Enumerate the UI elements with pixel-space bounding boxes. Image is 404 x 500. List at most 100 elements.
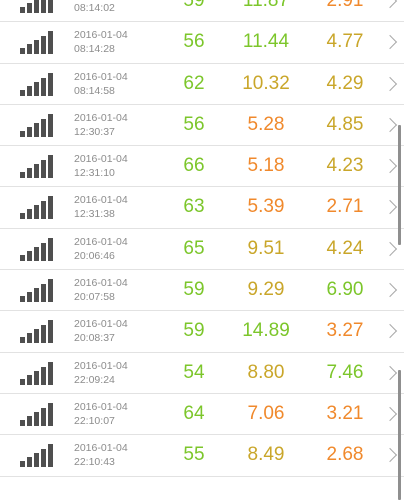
signal-bar: [41, 118, 46, 137]
timestamp: 2016-01-04 22:10:43: [74, 441, 128, 469]
signal-bar: [20, 213, 25, 220]
signal-bar: [41, 325, 46, 344]
chevron-right-icon[interactable]: [382, 0, 398, 9]
signal-bar: [27, 292, 32, 303]
signal-bar: [27, 126, 32, 137]
value-2: 8.49: [247, 444, 285, 466]
value-1: 54: [183, 361, 205, 383]
timestamp-date: 2016-01-04: [74, 442, 128, 455]
signal-bar: [27, 415, 32, 426]
timestamp-time: 08:14:28: [74, 43, 115, 56]
signal-bar: [20, 296, 25, 303]
signal-bar: [41, 160, 46, 179]
signal-bar: [41, 0, 46, 13]
timestamp-time: 20:08:37: [74, 332, 115, 345]
value-2: 5.18: [247, 155, 285, 177]
list-item[interactable]: 2016-01-04 12:31:38 63 5.39 2.71: [0, 187, 404, 229]
signal-bar: [41, 36, 46, 55]
list-item[interactable]: 2016-01-04 20:07:58 59 9.29 6.90: [0, 270, 404, 312]
value-2: 14.89: [242, 320, 290, 342]
signal-bar: [48, 31, 53, 55]
value-2: 11.87: [242, 0, 290, 11]
scrollbar-thumb-lower[interactable]: [398, 370, 401, 500]
signal-bar: [34, 329, 39, 344]
chevron-right-icon[interactable]: [382, 241, 398, 256]
signal-bar: [34, 205, 39, 220]
chevron-right-icon[interactable]: [382, 200, 398, 215]
scrollbar-thumb-upper[interactable]: [398, 125, 401, 245]
chevron-right-icon[interactable]: [382, 324, 398, 339]
signal-bar: [41, 242, 46, 261]
signal-bar: [48, 320, 53, 344]
timestamp: 2016-01-04 22:10:07: [74, 400, 128, 428]
signal-bar: [27, 333, 32, 344]
value-3: 4.85: [326, 113, 364, 135]
value-1: 56: [183, 113, 205, 135]
signal-bar: [20, 48, 25, 55]
chevron-right-icon[interactable]: [382, 35, 398, 50]
signal-bar: [34, 122, 39, 137]
timestamp-time: 08:14:58: [74, 84, 115, 97]
signal-bar: [48, 444, 53, 468]
timestamp: 2016-01-04 20:07:58: [74, 276, 128, 304]
signal-bar: [48, 237, 53, 261]
signal-bar: [34, 40, 39, 55]
signal-bar: [27, 209, 32, 220]
signal-strength-icon: [20, 237, 54, 261]
signal-bar: [27, 374, 32, 385]
signal-bar: [27, 250, 32, 261]
chevron-right-icon[interactable]: [382, 448, 398, 463]
signal-bar: [41, 449, 46, 468]
list-item[interactable]: 2016-01-04 08:14:58 62 10.32 4.29: [0, 64, 404, 105]
value-3: 7.46: [326, 361, 364, 383]
signal-strength-icon: [20, 154, 54, 179]
timestamp-date: 2016-01-04: [74, 359, 128, 372]
value-2: 8.80: [247, 361, 285, 383]
signal-bar: [20, 378, 25, 385]
chevron-right-icon[interactable]: [382, 365, 398, 380]
signal-bar: [41, 201, 46, 220]
value-1: 65: [183, 237, 205, 259]
timestamp-time: 22:10:07: [74, 414, 115, 427]
value-2: 5.28: [247, 113, 285, 135]
list-item[interactable]: 2016-01-04 22:10:43 55 8.49 2.68: [0, 435, 404, 477]
timestamp-date: 2016-01-04: [74, 400, 128, 413]
chevron-right-icon[interactable]: [382, 283, 398, 298]
timestamp-date: 2016-01-04: [74, 277, 128, 290]
value-3: 6.90: [326, 279, 364, 301]
chevron-right-icon[interactable]: [382, 406, 398, 422]
value-2: 5.39: [247, 196, 285, 218]
signal-strength-icon: [20, 402, 54, 426]
timestamp-date: 2016-01-04: [74, 235, 128, 248]
signal-strength-icon: [20, 278, 54, 303]
list-item[interactable]: 2016-01-04 20:06:46 65 9.51 4.24: [0, 229, 404, 271]
signal-bar: [41, 407, 46, 426]
list-item[interactable]: 2016-01-04 08:14:28 56 11.44 4.77: [0, 22, 404, 64]
list-item[interactable]: 2016-01-04 12:30:37 56 5.28 4.85: [0, 105, 404, 147]
timestamp-time: 22:10:43: [74, 456, 115, 469]
value-3: 4.29: [326, 72, 364, 94]
signal-bar: [41, 366, 46, 385]
list-item[interactable]: 2016-01-04 20:08:37 59 14.89 3.27: [0, 311, 404, 353]
list-item[interactable]: 2016-01-04 22:10:07 64 7.06 3.21: [0, 394, 404, 436]
signal-bar: [20, 419, 25, 426]
timestamp-date: 2016-01-04: [74, 318, 128, 331]
list-item[interactable]: 2016-01-04 22:09:24 54 8.80 7.46: [0, 353, 404, 394]
signal-strength-icon: [20, 72, 54, 96]
list-item[interactable]: 2016-01-04 12:31:10 66 5.18 4.23: [0, 146, 404, 188]
chevron-right-icon[interactable]: [382, 159, 398, 174]
signal-bar: [34, 453, 39, 468]
signal-strength-icon: [20, 361, 54, 385]
signal-strength-icon: [20, 30, 54, 55]
value-3: 4.77: [326, 31, 364, 53]
chevron-right-icon[interactable]: [382, 76, 398, 91]
signal-strength-icon: [20, 113, 54, 137]
chevron-right-icon[interactable]: [382, 117, 398, 132]
timestamp-time: 12:31:38: [74, 208, 115, 221]
signal-bar: [34, 288, 39, 303]
signal-bar: [20, 172, 25, 179]
value-3: 2.71: [326, 196, 364, 218]
signal-bar: [48, 113, 53, 137]
